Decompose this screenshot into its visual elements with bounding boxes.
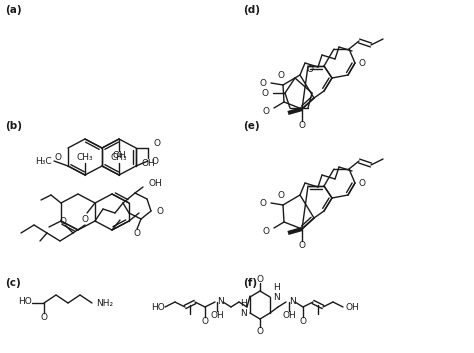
Text: N: N bbox=[217, 298, 224, 306]
Text: O: O bbox=[260, 198, 267, 208]
Text: NH₂: NH₂ bbox=[96, 299, 113, 307]
Text: O: O bbox=[256, 275, 264, 283]
Text: O: O bbox=[278, 72, 285, 80]
Text: O: O bbox=[40, 313, 47, 323]
Text: O: O bbox=[263, 107, 270, 115]
Text: OH: OH bbox=[282, 311, 296, 319]
Text: N: N bbox=[273, 293, 280, 301]
Text: CH₃: CH₃ bbox=[111, 154, 128, 162]
Text: (d): (d) bbox=[243, 5, 260, 15]
Text: N: N bbox=[240, 309, 247, 317]
Text: O: O bbox=[300, 317, 307, 325]
Text: O: O bbox=[154, 139, 161, 149]
Text: OH: OH bbox=[210, 311, 224, 319]
Text: O: O bbox=[134, 229, 140, 239]
Text: O: O bbox=[278, 191, 285, 201]
Text: O: O bbox=[256, 327, 264, 335]
Text: N: N bbox=[289, 298, 296, 306]
Text: O: O bbox=[82, 215, 89, 223]
Text: O: O bbox=[260, 78, 267, 88]
Text: OH: OH bbox=[149, 179, 163, 189]
Text: O: O bbox=[152, 156, 159, 166]
Text: O: O bbox=[359, 179, 366, 187]
Text: OH: OH bbox=[141, 158, 155, 168]
Text: (b): (b) bbox=[5, 121, 22, 131]
Text: HO: HO bbox=[18, 297, 32, 305]
Text: (e): (e) bbox=[243, 121, 260, 131]
Text: O: O bbox=[60, 217, 66, 227]
Text: CH₃: CH₃ bbox=[77, 154, 93, 162]
Text: (c): (c) bbox=[5, 278, 21, 288]
Text: O: O bbox=[299, 240, 306, 250]
Text: HO: HO bbox=[151, 303, 165, 311]
Text: OH: OH bbox=[346, 303, 360, 311]
Text: O: O bbox=[262, 89, 269, 97]
Text: H: H bbox=[240, 299, 247, 307]
Text: O: O bbox=[307, 66, 314, 74]
Text: O: O bbox=[157, 207, 164, 215]
Text: O: O bbox=[359, 59, 366, 67]
Text: (a): (a) bbox=[5, 5, 22, 15]
Text: O: O bbox=[55, 152, 62, 162]
Text: O: O bbox=[201, 317, 209, 325]
Text: OH: OH bbox=[112, 151, 126, 161]
Text: H: H bbox=[273, 282, 280, 292]
Text: O: O bbox=[299, 120, 306, 130]
Text: O: O bbox=[263, 227, 270, 235]
Text: (f): (f) bbox=[243, 278, 257, 288]
Text: H₃C: H₃C bbox=[36, 156, 52, 166]
